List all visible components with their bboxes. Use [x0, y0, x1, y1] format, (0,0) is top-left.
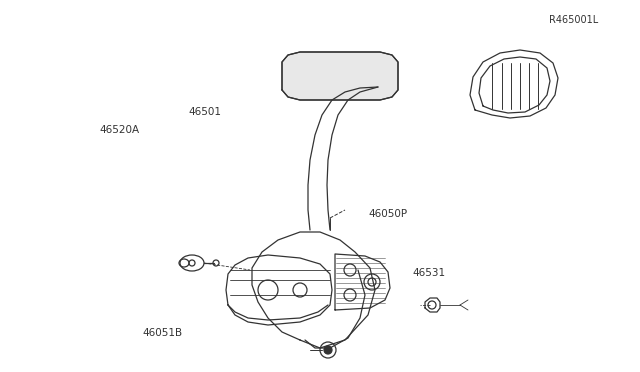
Text: R465001L: R465001L — [549, 16, 598, 25]
Text: 46051B: 46051B — [142, 328, 182, 338]
Text: 46050P: 46050P — [368, 209, 407, 219]
Text: 46531: 46531 — [413, 269, 446, 278]
Text: 46501: 46501 — [189, 107, 222, 116]
Circle shape — [324, 346, 332, 354]
Text: 46520A: 46520A — [99, 125, 140, 135]
Polygon shape — [282, 52, 398, 100]
